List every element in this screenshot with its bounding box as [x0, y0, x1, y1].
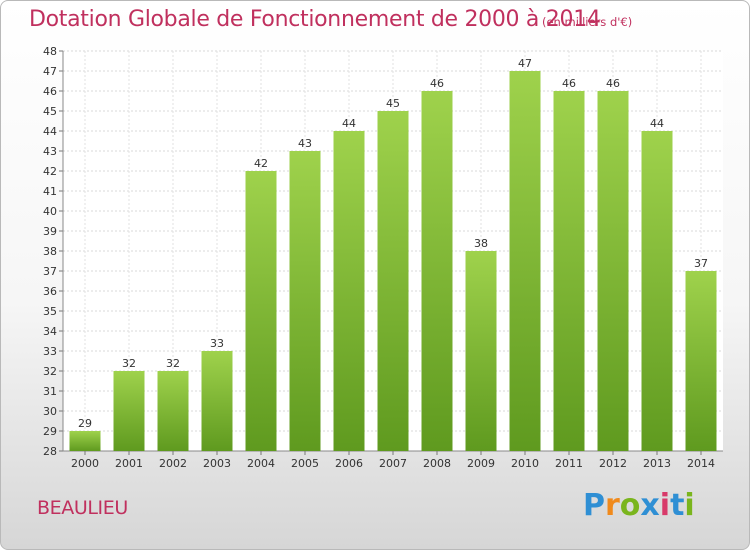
- y-tick-label: 47: [43, 65, 57, 78]
- city-name: BEAULIEU: [37, 497, 128, 519]
- y-tick-label: 46: [43, 85, 57, 98]
- x-tick-label: 2004: [247, 457, 275, 470]
- x-tick-label: 2006: [335, 457, 363, 470]
- logo-letter: i: [684, 488, 695, 523]
- y-tick-label: 38: [43, 245, 57, 258]
- bar: [597, 91, 629, 451]
- y-tick-label: 28: [43, 445, 57, 458]
- logo-letter: i: [659, 488, 671, 523]
- logo-letter: P: [583, 488, 605, 523]
- bar: [465, 251, 497, 451]
- bar-value-label: 47: [518, 57, 532, 70]
- bar-value-label: 38: [474, 237, 488, 250]
- bar: [69, 431, 101, 451]
- y-tick-label: 33: [43, 345, 57, 358]
- proxiti-logo: Proxiti: [583, 488, 695, 523]
- bar: [113, 371, 145, 451]
- bar-value-label: 44: [342, 117, 356, 130]
- logo-letter: t: [670, 488, 685, 523]
- y-tick-label: 37: [43, 265, 57, 278]
- y-tick-label: 36: [43, 285, 57, 298]
- y-tick-label: 45: [43, 105, 57, 118]
- x-tick-label: 2005: [291, 457, 319, 470]
- x-tick-label: 2010: [511, 457, 539, 470]
- y-tick-label: 40: [43, 205, 57, 218]
- y-tick-label: 30: [43, 405, 57, 418]
- bar-value-label: 46: [606, 77, 620, 90]
- bar-value-label: 29: [78, 417, 92, 430]
- logo-letter: x: [640, 488, 660, 523]
- x-tick-label: 2003: [203, 457, 231, 470]
- y-tick-label: 32: [43, 365, 57, 378]
- bar-value-label: 32: [122, 357, 136, 370]
- bar-value-label: 45: [386, 97, 400, 110]
- y-tick-label: 34: [43, 325, 57, 338]
- bar: [509, 71, 541, 451]
- bar-value-label: 46: [562, 77, 576, 90]
- bar-value-label: 44: [650, 117, 664, 130]
- x-tick-label: 2014: [687, 457, 715, 470]
- bar: [245, 171, 277, 451]
- x-tick-label: 2009: [467, 457, 495, 470]
- y-tick-label: 42: [43, 165, 57, 178]
- bar: [553, 91, 585, 451]
- bar: [685, 271, 717, 451]
- labels: 28 29 30 31 32 33 34 35 36 37 38 39 40 41 42 43 44 45 46 47…: [43, 45, 715, 470]
- bar-value-label: 43: [298, 137, 312, 150]
- bars: [69, 71, 717, 451]
- bar-value-label: 33: [210, 337, 224, 350]
- y-tick-label: 29: [43, 425, 57, 438]
- bar: [421, 91, 453, 451]
- x-tick-label: 2013: [643, 457, 671, 470]
- y-tick-label: 44: [43, 125, 57, 138]
- x-tick-label: 2007: [379, 457, 407, 470]
- x-tick-label: 2002: [159, 457, 187, 470]
- x-tick-label: 2008: [423, 457, 451, 470]
- bar: [641, 131, 673, 451]
- bar: [157, 371, 189, 451]
- logo-letter: r: [605, 488, 620, 523]
- y-tick-label: 31: [43, 385, 57, 398]
- chart-title: Dotation Globale de Fonctionnement de 20…: [29, 7, 601, 32]
- x-tick-label: 2011: [555, 457, 583, 470]
- bar-value-label: 42: [254, 157, 268, 170]
- logo-letter: o: [619, 488, 641, 523]
- bar: [289, 151, 321, 451]
- y-tick-label: 39: [43, 225, 57, 238]
- bar: [201, 351, 233, 451]
- bar: [333, 131, 365, 451]
- y-tick-label: 43: [43, 145, 57, 158]
- y-tick-label: 48: [43, 45, 57, 58]
- x-tick-label: 2001: [115, 457, 143, 470]
- bar-value-label: 37: [694, 257, 708, 270]
- bar-value-label: 32: [166, 357, 180, 370]
- chart-unit-note: (en milliers d'€): [542, 15, 633, 29]
- y-tick-label: 41: [43, 185, 57, 198]
- x-tick-label: 2000: [71, 457, 99, 470]
- y-tick-label: 35: [43, 305, 57, 318]
- bar: [377, 111, 409, 451]
- bar-value-label: 46: [430, 77, 444, 90]
- x-tick-label: 2012: [599, 457, 627, 470]
